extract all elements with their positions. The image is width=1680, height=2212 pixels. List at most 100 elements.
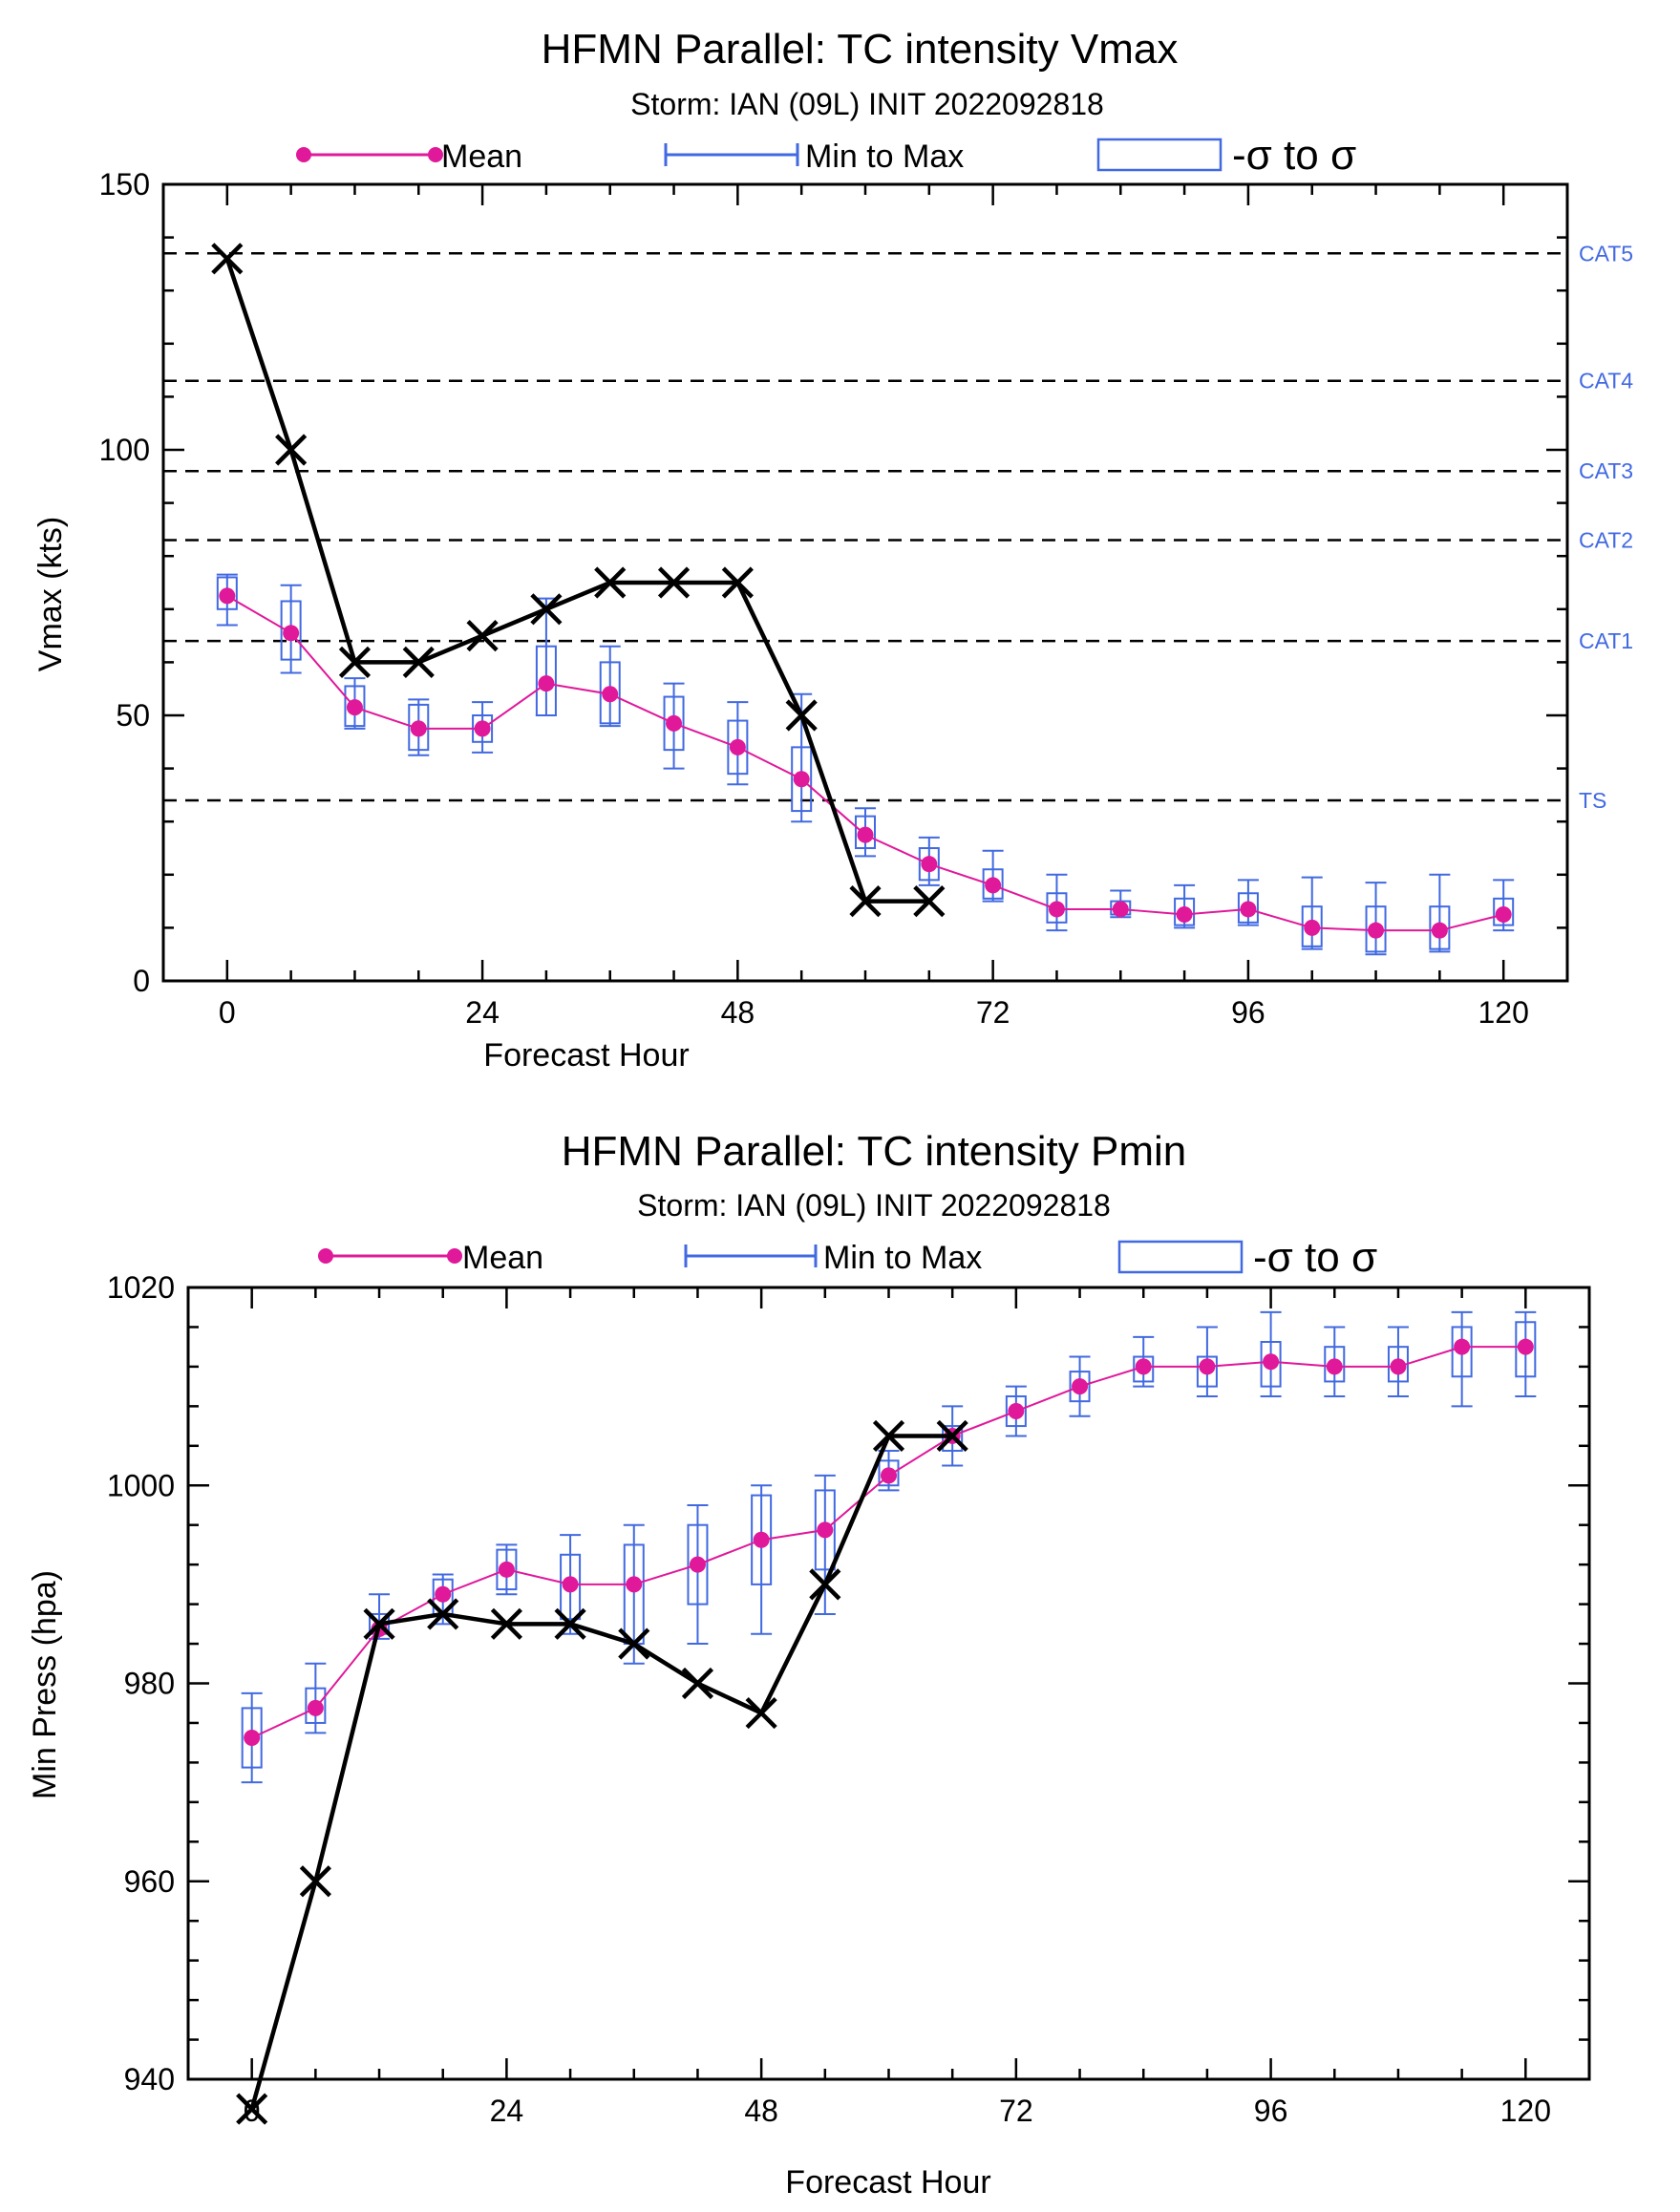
- mean-point: [857, 826, 874, 843]
- x-tick-label: 0: [219, 995, 236, 1030]
- y-tick-label: 980: [124, 1667, 175, 1701]
- x-tick-label: 24: [465, 995, 500, 1030]
- vmax-panel: HFMN Parallel: TC intensity Vmax Storm: …: [32, 26, 1633, 1074]
- mean-point: [985, 877, 1002, 894]
- threshold-label: CAT5: [1579, 241, 1633, 266]
- observed-x-marker: [657, 566, 691, 599]
- legend-mean-swatch: [318, 1248, 462, 1264]
- observed-x-marker: [554, 1607, 586, 1640]
- sigma-box: [942, 1425, 964, 1452]
- observed-x-marker: [530, 593, 563, 626]
- threshold-label: CAT3: [1579, 458, 1633, 483]
- vmax-chart-title: HFMN Parallel: TC intensity Vmax: [542, 26, 1179, 73]
- sigma-box: [1515, 1321, 1537, 1378]
- sigma-box: [241, 1707, 263, 1769]
- mean-point: [283, 625, 300, 642]
- mean-point: [1390, 1358, 1407, 1375]
- vmax-chart-subtitle: Storm: IAN (09L) INIT 2022092818: [630, 87, 1104, 121]
- legend-sigma-swatch: [1096, 138, 1223, 172]
- pmin-legend: Mean Min to Max -σ to σ: [318, 1234, 1377, 1281]
- threshold-label: CAT2: [1579, 528, 1633, 553]
- mean-point: [666, 714, 683, 732]
- x-tick-label: 120: [1478, 995, 1528, 1030]
- mean-point: [1135, 1358, 1152, 1375]
- x-tick-label: 72: [976, 995, 1010, 1030]
- legend-sigma-label: -σ to σ: [1253, 1234, 1377, 1281]
- y-tick-label: 1020: [107, 1270, 175, 1305]
- sigma-box: [496, 1548, 518, 1591]
- mean-point: [1368, 922, 1385, 939]
- mean-point: [602, 686, 619, 703]
- observed-x-marker: [211, 243, 244, 275]
- sigma-box: [1451, 1326, 1473, 1378]
- pmin-panel: HFMN Parallel: TC intensity Pmin Storm: …: [27, 1128, 1591, 2201]
- sigma-box: [663, 695, 685, 752]
- sigma-box: [727, 719, 749, 776]
- threshold-label: CAT1: [1579, 628, 1633, 653]
- mean-point: [1008, 1403, 1025, 1420]
- vmax-y-axis-label: Vmax (kts): [32, 517, 69, 671]
- mean-point: [1431, 922, 1448, 939]
- sigma-box: [1174, 897, 1196, 926]
- sigma-box: [1069, 1371, 1091, 1403]
- x-tick-label: 72: [999, 2094, 1033, 2128]
- legend-minmax-label: Min to Max: [805, 138, 964, 175]
- mean-point: [1199, 1358, 1216, 1375]
- sigma-box: [687, 1523, 709, 1606]
- mean-point: [753, 1531, 770, 1548]
- observed-x-marker: [849, 885, 882, 918]
- observed-x-marker: [466, 620, 499, 652]
- mean-point: [1048, 901, 1065, 918]
- sigma-box: [560, 1553, 582, 1621]
- y-tick-label: 0: [133, 964, 150, 998]
- observed-x-marker: [299, 1865, 331, 1898]
- mean-point: [793, 771, 810, 788]
- observed-line: [224, 258, 929, 904]
- pmin-y-axis-label: Min Press (hpa): [27, 1570, 63, 1799]
- legend-minmax-label: Min to Max: [823, 1240, 982, 1276]
- observed-x-marker: [745, 1696, 777, 1730]
- sigma-box: [535, 645, 557, 716]
- observed-x-marker: [490, 1607, 522, 1640]
- sigma-box: [814, 1489, 836, 1571]
- pmin-chart-subtitle: Storm: IAN (09L) INIT 2022092818: [637, 1188, 1111, 1223]
- mean-point: [1263, 1353, 1280, 1371]
- observed-x-marker: [402, 646, 435, 678]
- sigma-box: [280, 600, 302, 661]
- observed-x-marker: [236, 2093, 268, 2125]
- observed-x-marker: [275, 434, 308, 466]
- mean-point: [1072, 1378, 1089, 1395]
- sigma-box: [751, 1494, 773, 1585]
- observed-x-marker: [936, 1419, 968, 1453]
- pmin-chart-title: HFMN Parallel: TC intensity Pmin: [562, 1128, 1186, 1175]
- mean-point: [307, 1699, 324, 1716]
- y-tick-label: 150: [99, 167, 150, 202]
- observed-x-marker: [721, 566, 754, 599]
- mean-point: [1304, 919, 1321, 936]
- sigma-box: [1493, 897, 1515, 926]
- mean-point: [1240, 901, 1257, 918]
- legend-sigma-swatch: [1117, 1240, 1244, 1274]
- mean-point: [219, 587, 236, 605]
- observed-x-marker: [785, 699, 818, 732]
- legend-mean-label: Mean: [462, 1240, 543, 1276]
- y-tick-label: 940: [124, 2062, 175, 2096]
- sigma-box: [1005, 1394, 1027, 1428]
- legend-sigma-label: -σ to σ: [1232, 132, 1356, 179]
- legend-minmax-swatch: [664, 143, 799, 166]
- observed-x-marker: [618, 1627, 650, 1660]
- sigma-box: [855, 815, 876, 850]
- mean-point: [1517, 1338, 1534, 1355]
- mean-point: [1454, 1338, 1471, 1355]
- legend-mean-swatch: [296, 147, 443, 162]
- mean-point: [1326, 1358, 1343, 1375]
- sigma-box: [216, 576, 238, 610]
- mean-point: [474, 720, 491, 737]
- mean-point: [244, 1729, 261, 1746]
- legend-minmax-swatch: [684, 1244, 818, 1267]
- sigma-box: [1301, 905, 1323, 947]
- vmax-plot-area: 0 24 48 72 96 120 0 50 100 150 CAT5 CAT4 CAT3 CAT2 CAT…: [99, 167, 1634, 1030]
- x-tick-label: 96: [1254, 2094, 1288, 2128]
